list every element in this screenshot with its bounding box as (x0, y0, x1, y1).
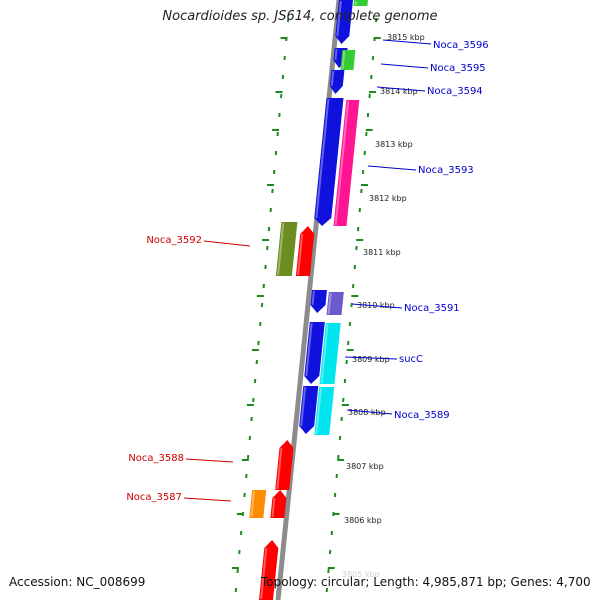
gene-block-highlight (300, 386, 307, 427)
tick-label: 3805 kbp (342, 570, 380, 579)
gene-block-highlight (311, 290, 315, 306)
gene-block (314, 98, 344, 226)
gene-block-highlight (334, 48, 338, 61)
topology-summary: Topology: circular; Length: 4,985,871 bp… (261, 575, 591, 589)
tick-marks: 3815 kbp 3814 kbp 3813 kbp 3812 kbp 3811 kbp… (342, 33, 425, 579)
gene-block-highlight (271, 497, 276, 518)
tick-label: 3815 kbp (387, 33, 425, 42)
gene-leader-line (351, 303, 403, 309)
dotted-guides (231, 17, 381, 593)
tick-label: 3812 kbp (369, 194, 407, 203)
gene-leader-line (380, 63, 429, 69)
gene-label: Noca_3596 (433, 40, 489, 51)
gene-block (304, 322, 325, 384)
gene-label: Noca_3591 (404, 303, 460, 314)
gene-block (333, 100, 360, 226)
gene-block (249, 490, 267, 518)
gene-block-highlight (341, 50, 346, 70)
gene-block (314, 387, 335, 435)
gene-leader-line (183, 497, 232, 502)
gene-block-highlight (260, 547, 268, 600)
accession-text: Accession: NC_008699 (9, 575, 146, 589)
gene-block (270, 490, 287, 518)
gene-label: Noca_3592 (146, 235, 202, 246)
gene-label: sucC (399, 354, 423, 365)
gene-block (340, 50, 356, 70)
gene-block (353, 0, 368, 6)
gene-label: Noca_3593 (418, 165, 474, 176)
tick-label: 3811 kbp (363, 248, 401, 257)
gene-block-highlight (315, 387, 323, 435)
gene-block-highlight (250, 490, 256, 518)
gene-block (295, 226, 315, 276)
gene-block-highlight (327, 292, 332, 315)
gene-leader-line (344, 356, 398, 360)
gene-block (335, 0, 353, 44)
gene-block-highlight (276, 447, 283, 490)
gene-block (326, 292, 344, 315)
tick-label: 3814 kbp (380, 87, 418, 96)
gene-block (299, 386, 319, 434)
gene-leader-line (382, 39, 432, 45)
gene-block-highlight (334, 100, 350, 226)
gene-block (310, 290, 327, 313)
tick-label: 3813 kbp (375, 140, 413, 149)
tick-label: 3806 kbp (344, 516, 382, 525)
tick-label: 3809 kbp (352, 355, 390, 364)
gene-block (275, 440, 294, 490)
gene-block (329, 70, 345, 94)
gene-block-highlight (297, 233, 304, 276)
gene-block-highlight (305, 322, 313, 377)
gene-label: Noca_3594 (427, 86, 483, 97)
gene-block-highlight (277, 222, 285, 276)
map-title: Nocardioides sp. JS614, complete genome (162, 9, 438, 24)
gene-leader-line (367, 165, 417, 171)
tick-label: 3807 kbp (346, 462, 384, 471)
gene-label: Noca_3587 (126, 492, 182, 503)
gene-labels: Noca_3596 Noca_3595 Noca_3594 Noca_3593 Noca… (126, 39, 489, 503)
tick-label: 3808 kbp (348, 408, 386, 417)
feature-blocks (249, 0, 368, 600)
gene-leader-line (185, 458, 234, 463)
gene-leader-line (203, 240, 251, 247)
gene-block-highlight (320, 323, 329, 384)
gene-label: Noca_3589 (394, 410, 450, 421)
gene-leader-line (346, 409, 393, 415)
gene-block (319, 323, 341, 384)
gene-label: Noca_3595 (430, 63, 486, 74)
gene-leader-line (376, 86, 426, 92)
gene-block (259, 540, 279, 600)
gene-label: Noca_3588 (128, 453, 184, 464)
gene-block-highlight (336, 0, 342, 37)
gene-block (275, 222, 298, 276)
gene-block-highlight (315, 98, 330, 219)
gene-block-highlight (330, 70, 335, 87)
